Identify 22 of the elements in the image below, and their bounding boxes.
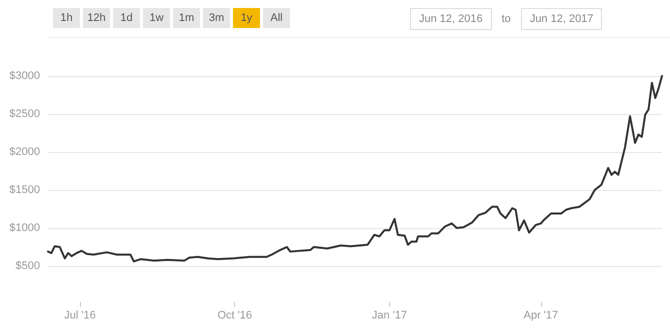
date-field: Jun 12, 2017: [520, 8, 602, 30]
y-tick-label: $2500: [9, 108, 40, 120]
y-tick-label: $500: [16, 260, 40, 272]
range-button: 1m: [173, 8, 200, 28]
y-tick-label: $2000: [9, 146, 40, 158]
date-field: Jun 12, 2016: [410, 8, 492, 30]
text: to: [502, 13, 511, 25]
y-tick-label: $1500: [9, 184, 40, 196]
range-button: 1y: [233, 8, 260, 28]
x-tick-label: Jan '17: [372, 310, 408, 322]
range-button: 1d: [113, 8, 140, 28]
range-button: All: [263, 8, 290, 28]
y-tick-label: $1000: [9, 222, 40, 234]
x-tick-label: Jul '16: [64, 310, 96, 322]
x-tick-label: Oct '16: [217, 310, 252, 322]
range-button: 1w: [143, 8, 170, 28]
range-button: 12h: [83, 8, 110, 28]
x-tick-label: Apr '17: [524, 310, 558, 322]
y-tick-label: $3000: [9, 70, 40, 82]
line-series: [47, 75, 663, 262]
range-button: 1h: [53, 8, 80, 28]
range-button: 3m: [203, 8, 230, 28]
